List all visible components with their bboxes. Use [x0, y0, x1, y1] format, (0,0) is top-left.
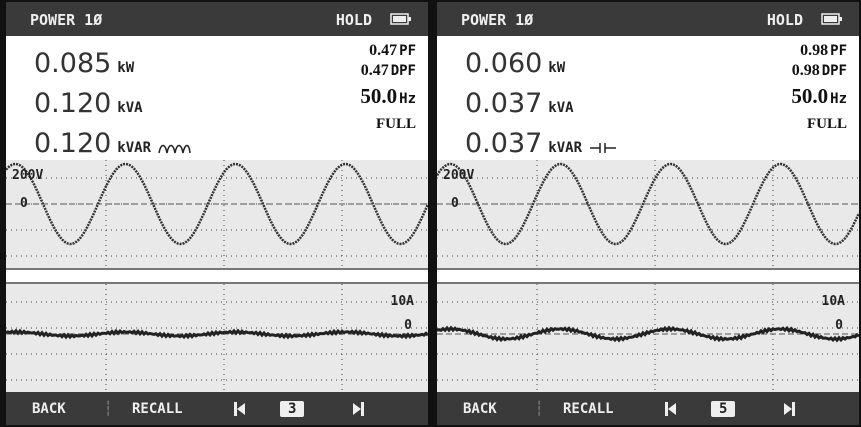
reading-value: 0.060	[465, 48, 542, 79]
range-label: FULL	[807, 116, 847, 132]
pf-unit: PF	[830, 43, 847, 59]
reading-value: 0.120	[34, 88, 111, 119]
voltage-plot	[6, 160, 428, 268]
capacitive-icon	[588, 141, 618, 155]
reading: 0.037 kVA	[465, 88, 574, 119]
current-scale: 10A	[822, 294, 845, 309]
analyzer-screen: POWER 1Ø HOLD 0.085 kW 0.120 kVA 0.120 kVAR…	[6, 2, 428, 425]
header-bar: POWER 1Ø HOLD	[6, 2, 428, 36]
divider: ┆	[104, 401, 112, 417]
battery-icon	[390, 13, 412, 25]
next-button[interactable]	[352, 402, 364, 416]
divider: ┆	[535, 401, 543, 417]
reading-unit: kW	[548, 60, 565, 76]
voltage-scale: 200V	[443, 168, 474, 183]
dpf-unit: DPF	[391, 63, 416, 79]
voltage-trace: 200V 0	[437, 160, 859, 268]
inductive-icon	[157, 141, 191, 155]
reading-value: 0.037	[465, 128, 542, 159]
page-number: 3	[280, 401, 304, 417]
page: POWER 1Ø HOLD 0.085kW 0.120kVA 0.120kVAR…	[0, 0, 861, 427]
mode-title: POWER 1Ø	[461, 11, 533, 29]
footer-bar: BACK ┆ RECALL 5	[437, 392, 859, 425]
current-zero: 0	[404, 318, 412, 333]
footer-bar: BACK ┆ RECALL 3	[6, 392, 428, 425]
frequency-unit: Hz	[830, 91, 847, 107]
reading-unit: kW	[117, 60, 134, 76]
next-button[interactable]	[783, 402, 795, 416]
current-plot	[6, 284, 428, 392]
header-bar: POWER 1Ø HOLD	[437, 2, 859, 36]
reading: 0.120 kVAR	[34, 128, 191, 159]
dpf-value: 0.98	[792, 62, 820, 79]
prev-button[interactable]	[234, 402, 246, 416]
current-scale: 10A	[391, 294, 414, 309]
hold-status: HOLD	[767, 11, 803, 29]
range: FULL	[807, 116, 847, 133]
frequency-value: 50.0	[791, 84, 828, 108]
reading-value: 0.085	[34, 48, 111, 79]
frequency-unit: Hz	[399, 91, 416, 107]
range-label: FULL	[376, 116, 416, 132]
frequency-value: 50.0	[360, 84, 397, 108]
trace-separator	[437, 268, 859, 284]
dpf-unit: DPF	[822, 63, 847, 79]
analyzer-screen: POWER 1Ø HOLD 0.060 kW 0.037 kVA 0.037 kVAR…	[437, 2, 859, 425]
dpf-value: 0.47	[361, 62, 389, 79]
recall-button[interactable]: RECALL	[563, 401, 614, 417]
prev-button[interactable]	[665, 402, 677, 416]
range: FULL	[376, 116, 416, 133]
voltage-plot	[437, 160, 859, 268]
current-zero: 0	[835, 318, 843, 333]
reading: 0.120 kVA	[34, 88, 143, 119]
reading: 0.085 kW	[34, 48, 134, 79]
reading-unit: kVAR	[548, 140, 582, 156]
current-trace: 10A 0	[6, 284, 428, 392]
back-button[interactable]: BACK	[32, 401, 66, 417]
reading-value: 0.037	[465, 88, 542, 119]
recall-button[interactable]: RECALL	[132, 401, 183, 417]
pf-value: 0.98	[800, 42, 828, 59]
pf-value: 0.47	[369, 42, 397, 59]
page-number: 5	[711, 401, 735, 417]
reading: 0.037 kVAR	[465, 128, 618, 159]
reading: 0.060 kW	[465, 48, 565, 79]
trace-separator	[6, 268, 428, 284]
battery-icon	[821, 13, 843, 25]
current-trace: 10A 0	[437, 284, 859, 392]
mode-title: POWER 1Ø	[30, 11, 102, 29]
hold-status: HOLD	[336, 11, 372, 29]
voltage-zero: 0	[451, 196, 459, 211]
voltage-zero: 0	[20, 196, 28, 211]
current-plot	[437, 284, 859, 392]
reading-value: 0.120	[34, 128, 111, 159]
reading-unit: kVA	[117, 100, 142, 116]
pf-unit: PF	[399, 43, 416, 59]
back-button[interactable]: BACK	[463, 401, 497, 417]
voltage-scale: 200V	[12, 168, 43, 183]
reading-unit: kVA	[548, 100, 573, 116]
voltage-trace: 200V 0	[6, 160, 428, 268]
reading-unit: kVAR	[117, 140, 151, 156]
